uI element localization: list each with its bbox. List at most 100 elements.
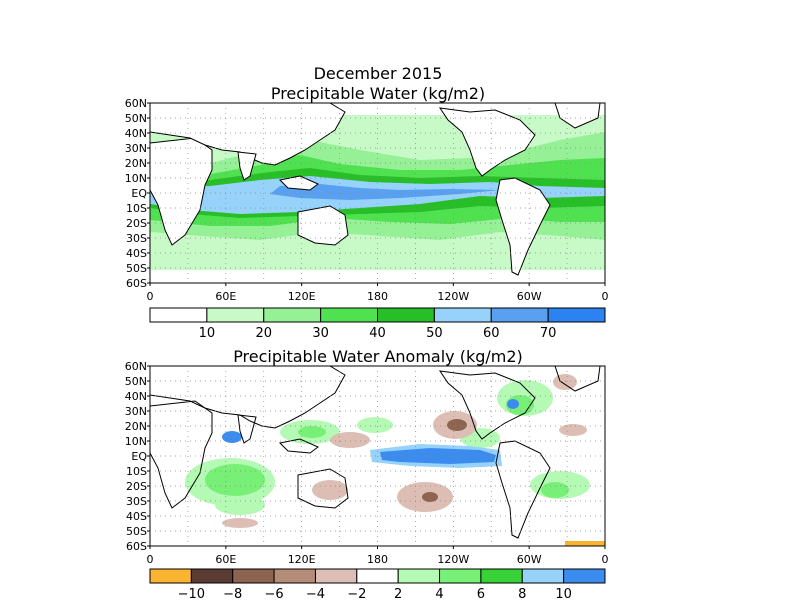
x-tick-label: 180 (367, 553, 388, 566)
y-tick-label: 20S (126, 217, 147, 230)
australia (297, 205, 349, 246)
y-tick-label: EQ (131, 450, 147, 463)
x-tick-label: 0 (602, 290, 609, 303)
colorbar-swatch (547, 307, 606, 323)
maritime-continent (278, 438, 319, 454)
panel-2-x-ticks: 0 60E 120E 180 120W 60W 0 (147, 546, 609, 566)
x-tick-label: 180 (367, 290, 388, 303)
colorbar-swatch (190, 568, 234, 584)
y-tick-label: 20S (126, 480, 147, 493)
colorbar-label: −4 (306, 587, 325, 600)
colorbar-swatch (439, 568, 482, 584)
panel-2-atlantic-anomaly (507, 399, 519, 409)
colorbar-swatch (263, 307, 322, 323)
colorbar-swatch (320, 307, 378, 323)
y-tick-label: 60S (126, 277, 147, 290)
africa (150, 137, 213, 246)
colorbar-label: 20 (255, 326, 272, 341)
colorbar-label: 30 (312, 326, 329, 341)
north-america (438, 107, 536, 177)
south-america (495, 177, 551, 276)
colorbar-label: −10 (178, 587, 205, 600)
y-tick-label: 10S (126, 465, 147, 478)
colorbar-swatch (521, 568, 565, 584)
panel-2-land (150, 366, 601, 539)
x-tick-label: 120W (437, 290, 469, 303)
x-tick-label: 120E (288, 290, 316, 303)
south-america (495, 440, 551, 539)
panel-1-y-ticks: 60N 50N 40N 30N 20N 10N EQ 10S 20S 30S 40S 50S 60S (125, 97, 150, 290)
y-tick-label: EQ (131, 187, 147, 200)
y-tick-label: 50N (125, 375, 147, 388)
greenland (554, 366, 601, 392)
panel-1-band-60-70 (270, 184, 500, 200)
panel-1-title: Precipitable Water (kg/m2) (271, 84, 485, 103)
colorbar-label: 6 (477, 587, 485, 600)
y-tick-label: 10N (125, 172, 147, 185)
colorbar-swatch (377, 307, 435, 323)
y-tick-label: 60N (125, 97, 147, 110)
colorbar-label: −6 (265, 587, 284, 600)
colorbar-swatch (563, 568, 606, 584)
y-tick-label: 30S (126, 232, 147, 245)
india (237, 151, 257, 181)
greenland (554, 103, 601, 129)
panel-2-indian-anomaly (222, 431, 242, 443)
y-tick-label: 40N (125, 390, 147, 403)
x-tick-label: 0 (602, 553, 609, 566)
panel-1-colorbar: 10 20 30 40 50 60 70 (149, 307, 606, 341)
panel-2-grid (150, 366, 605, 546)
colorbar-swatch (149, 568, 192, 584)
panel-2-colorbar: −10 −8 −6 −4 −2 2 4 6 8 10 (149, 568, 606, 602)
africa (150, 400, 213, 509)
india (237, 414, 257, 444)
maritime-continent (278, 175, 319, 191)
y-tick-label: 60N (125, 360, 147, 373)
y-tick-label: 60S (126, 540, 147, 553)
panel-2-title: Precipitable Water Anomaly (kg/m2) (233, 347, 523, 366)
colorbar-swatch (356, 568, 399, 584)
y-tick-label: 50N (125, 112, 147, 125)
colorbar-swatch (314, 568, 358, 584)
colorbar-label: 2 (394, 587, 402, 600)
y-tick-label: 50S (126, 262, 147, 275)
north-america (438, 370, 536, 440)
colorbar-swatch (273, 568, 316, 584)
x-tick-label: 120W (437, 553, 469, 566)
panel-2-negative-strong (422, 419, 467, 502)
colorbar-label: 40 (369, 326, 386, 341)
colorbar-label: 4 (435, 587, 443, 600)
figure-title: December 2015 (314, 64, 443, 83)
colorbar-swatch (232, 568, 275, 584)
colorbar-swatch (480, 568, 523, 584)
panel-1-grid (150, 103, 605, 283)
colorbar-swatch (149, 307, 208, 323)
eurasia (150, 366, 346, 429)
colorbar-label: 70 (540, 326, 557, 341)
y-tick-label: 10S (126, 202, 147, 215)
colorbar-label: −8 (223, 587, 242, 600)
y-tick-label: 20N (125, 420, 147, 433)
y-tick-label: 40S (126, 247, 147, 260)
colorbar-swatch (490, 307, 549, 323)
y-tick-label: 40N (125, 127, 147, 140)
x-tick-label: 60E (215, 553, 236, 566)
panel-2-y-ticks: 60N 50N 40N 30N 20N 10N EQ 10S 20S 30S 40S 50S 60S (125, 360, 150, 553)
colorbar-swatch (433, 307, 492, 323)
colorbar-label: 10 (199, 326, 216, 341)
colorbar-swatch (397, 568, 441, 584)
y-tick-label: 30S (126, 495, 147, 508)
x-tick-label: 60W (517, 553, 542, 566)
colorbar-label: 50 (426, 326, 443, 341)
x-tick-label: 60E (215, 290, 236, 303)
panel-2-pacific-anomaly-core (380, 448, 496, 464)
x-tick-label: 60W (517, 290, 542, 303)
y-tick-label: 50S (126, 525, 147, 538)
x-tick-label: 0 (147, 553, 154, 566)
colorbar-swatch (206, 307, 265, 323)
y-tick-label: 10N (125, 435, 147, 448)
colorbar-label: 10 (555, 587, 572, 600)
panel-1-x-ticks: 0 60E 120E 180 120W 60W 0 (147, 283, 609, 303)
y-tick-label: 20N (125, 157, 147, 170)
